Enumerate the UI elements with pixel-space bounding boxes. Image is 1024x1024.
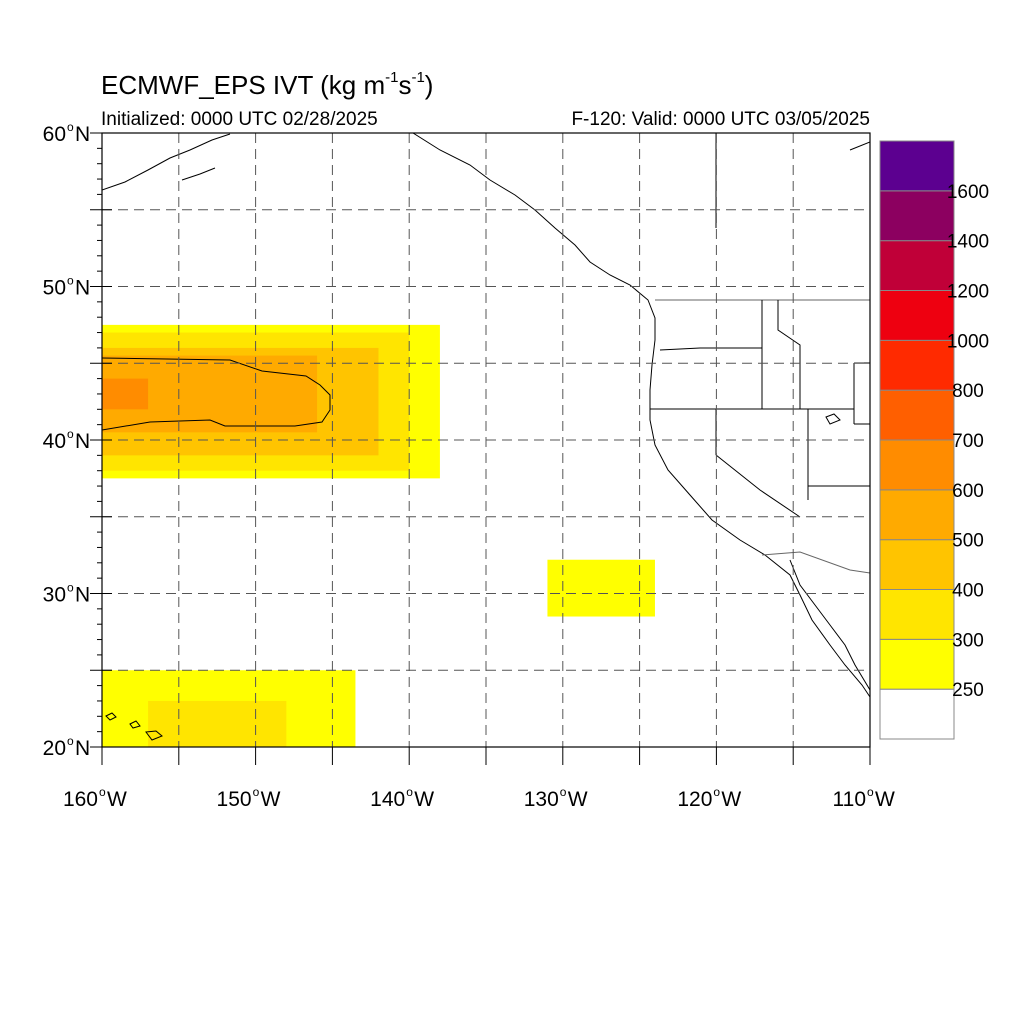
colorbar-label: 250 [952, 680, 984, 701]
colorbar-label: 400 [952, 581, 984, 602]
degree-mark: o [67, 581, 74, 595]
colorbar-label: 700 [952, 431, 984, 452]
graticule [102, 133, 870, 747]
lon-suffix: W [107, 788, 127, 811]
ivt-shading [102, 324, 655, 747]
colorbar-swatch [879, 190, 955, 242]
lon-label: 160 [63, 788, 98, 811]
degree-mark: o [99, 785, 106, 799]
degree-mark: o [67, 274, 74, 288]
colorbar-label: 300 [952, 630, 984, 651]
ivt-region-7 [148, 700, 287, 747]
colorbar-label: 500 [952, 531, 984, 552]
lat-suffix: N [75, 277, 90, 300]
lat-suffix: N [75, 430, 90, 453]
map-title: ECMWF_EPS IVT (kg m-1s-1) [101, 69, 434, 100]
axis-ticks [90, 132, 871, 765]
colorbar-swatch [879, 290, 955, 341]
ivt-region-5 [547, 559, 655, 617]
longitude-labels: 160 o W 150 o W 140 o W 130 o W 120 o W 110 o W [63, 785, 895, 811]
colorbar-swatch [879, 339, 955, 391]
lon-label: 130 [524, 788, 559, 811]
lat-label: 40 [43, 430, 66, 453]
initialized-label: Initialized: 0000 UTC 02/28/2025 [101, 109, 378, 130]
degree-mark: o [67, 734, 74, 748]
degree-mark: o [713, 785, 720, 799]
lon-suffix: W [261, 788, 281, 811]
lat-label: 50 [43, 277, 66, 300]
colorbar-label: 1200 [947, 282, 989, 303]
colorbar-swatch [879, 589, 955, 640]
colorbar-label: 1400 [947, 232, 989, 253]
colorbar-swatch [879, 539, 955, 591]
colorbar-swatch [879, 688, 955, 740]
lon-suffix: W [721, 788, 741, 811]
degree-mark: o [867, 785, 874, 799]
valid-time-label: F-120: Valid: 0000 UTC 03/05/2025 [571, 109, 870, 130]
lat-suffix: N [75, 737, 90, 760]
lat-label: 30 [43, 584, 66, 607]
colorbar-swatch [879, 389, 955, 441]
colorbar-label: 600 [952, 481, 984, 502]
degree-mark: o [67, 427, 74, 441]
lat-label: 60 [43, 123, 66, 146]
colorbar-label: 1000 [947, 331, 989, 352]
lat-suffix: N [75, 123, 90, 146]
colorbar-swatch [879, 140, 955, 192]
colorbar-swatch [879, 240, 955, 292]
colorbar: 250 300 400 500 600 700 800 1000 1200 1400 1600 [879, 140, 989, 740]
lon-suffix: W [414, 788, 434, 811]
latitude-labels: 60 o N50 o N40 o N30 o N20 o N [43, 120, 91, 760]
colorbar-swatch [879, 439, 955, 491]
colorbar-swatch [879, 489, 955, 541]
colorbar-label: 1600 [947, 182, 989, 203]
colorbar-swatch [879, 638, 955, 690]
degree-mark: o [67, 120, 74, 134]
lat-label: 20 [43, 737, 66, 760]
ivt-region-4 [102, 378, 149, 410]
lon-suffix: W [568, 788, 588, 811]
ivt-contour-500 [102, 357, 331, 431]
degree-mark: o [406, 785, 413, 799]
lon-label: 110 [833, 788, 866, 811]
lat-suffix: N [75, 584, 90, 607]
lon-suffix: W [875, 788, 895, 811]
coastline [102, 133, 870, 741]
lon-label: 150 [217, 788, 252, 811]
lon-label: 140 [370, 788, 405, 811]
degree-mark: o [560, 785, 567, 799]
degree-mark: o [253, 785, 260, 799]
colorbar-label: 800 [952, 381, 984, 402]
state-borders [650, 133, 870, 574]
lon-label: 120 [677, 788, 712, 811]
